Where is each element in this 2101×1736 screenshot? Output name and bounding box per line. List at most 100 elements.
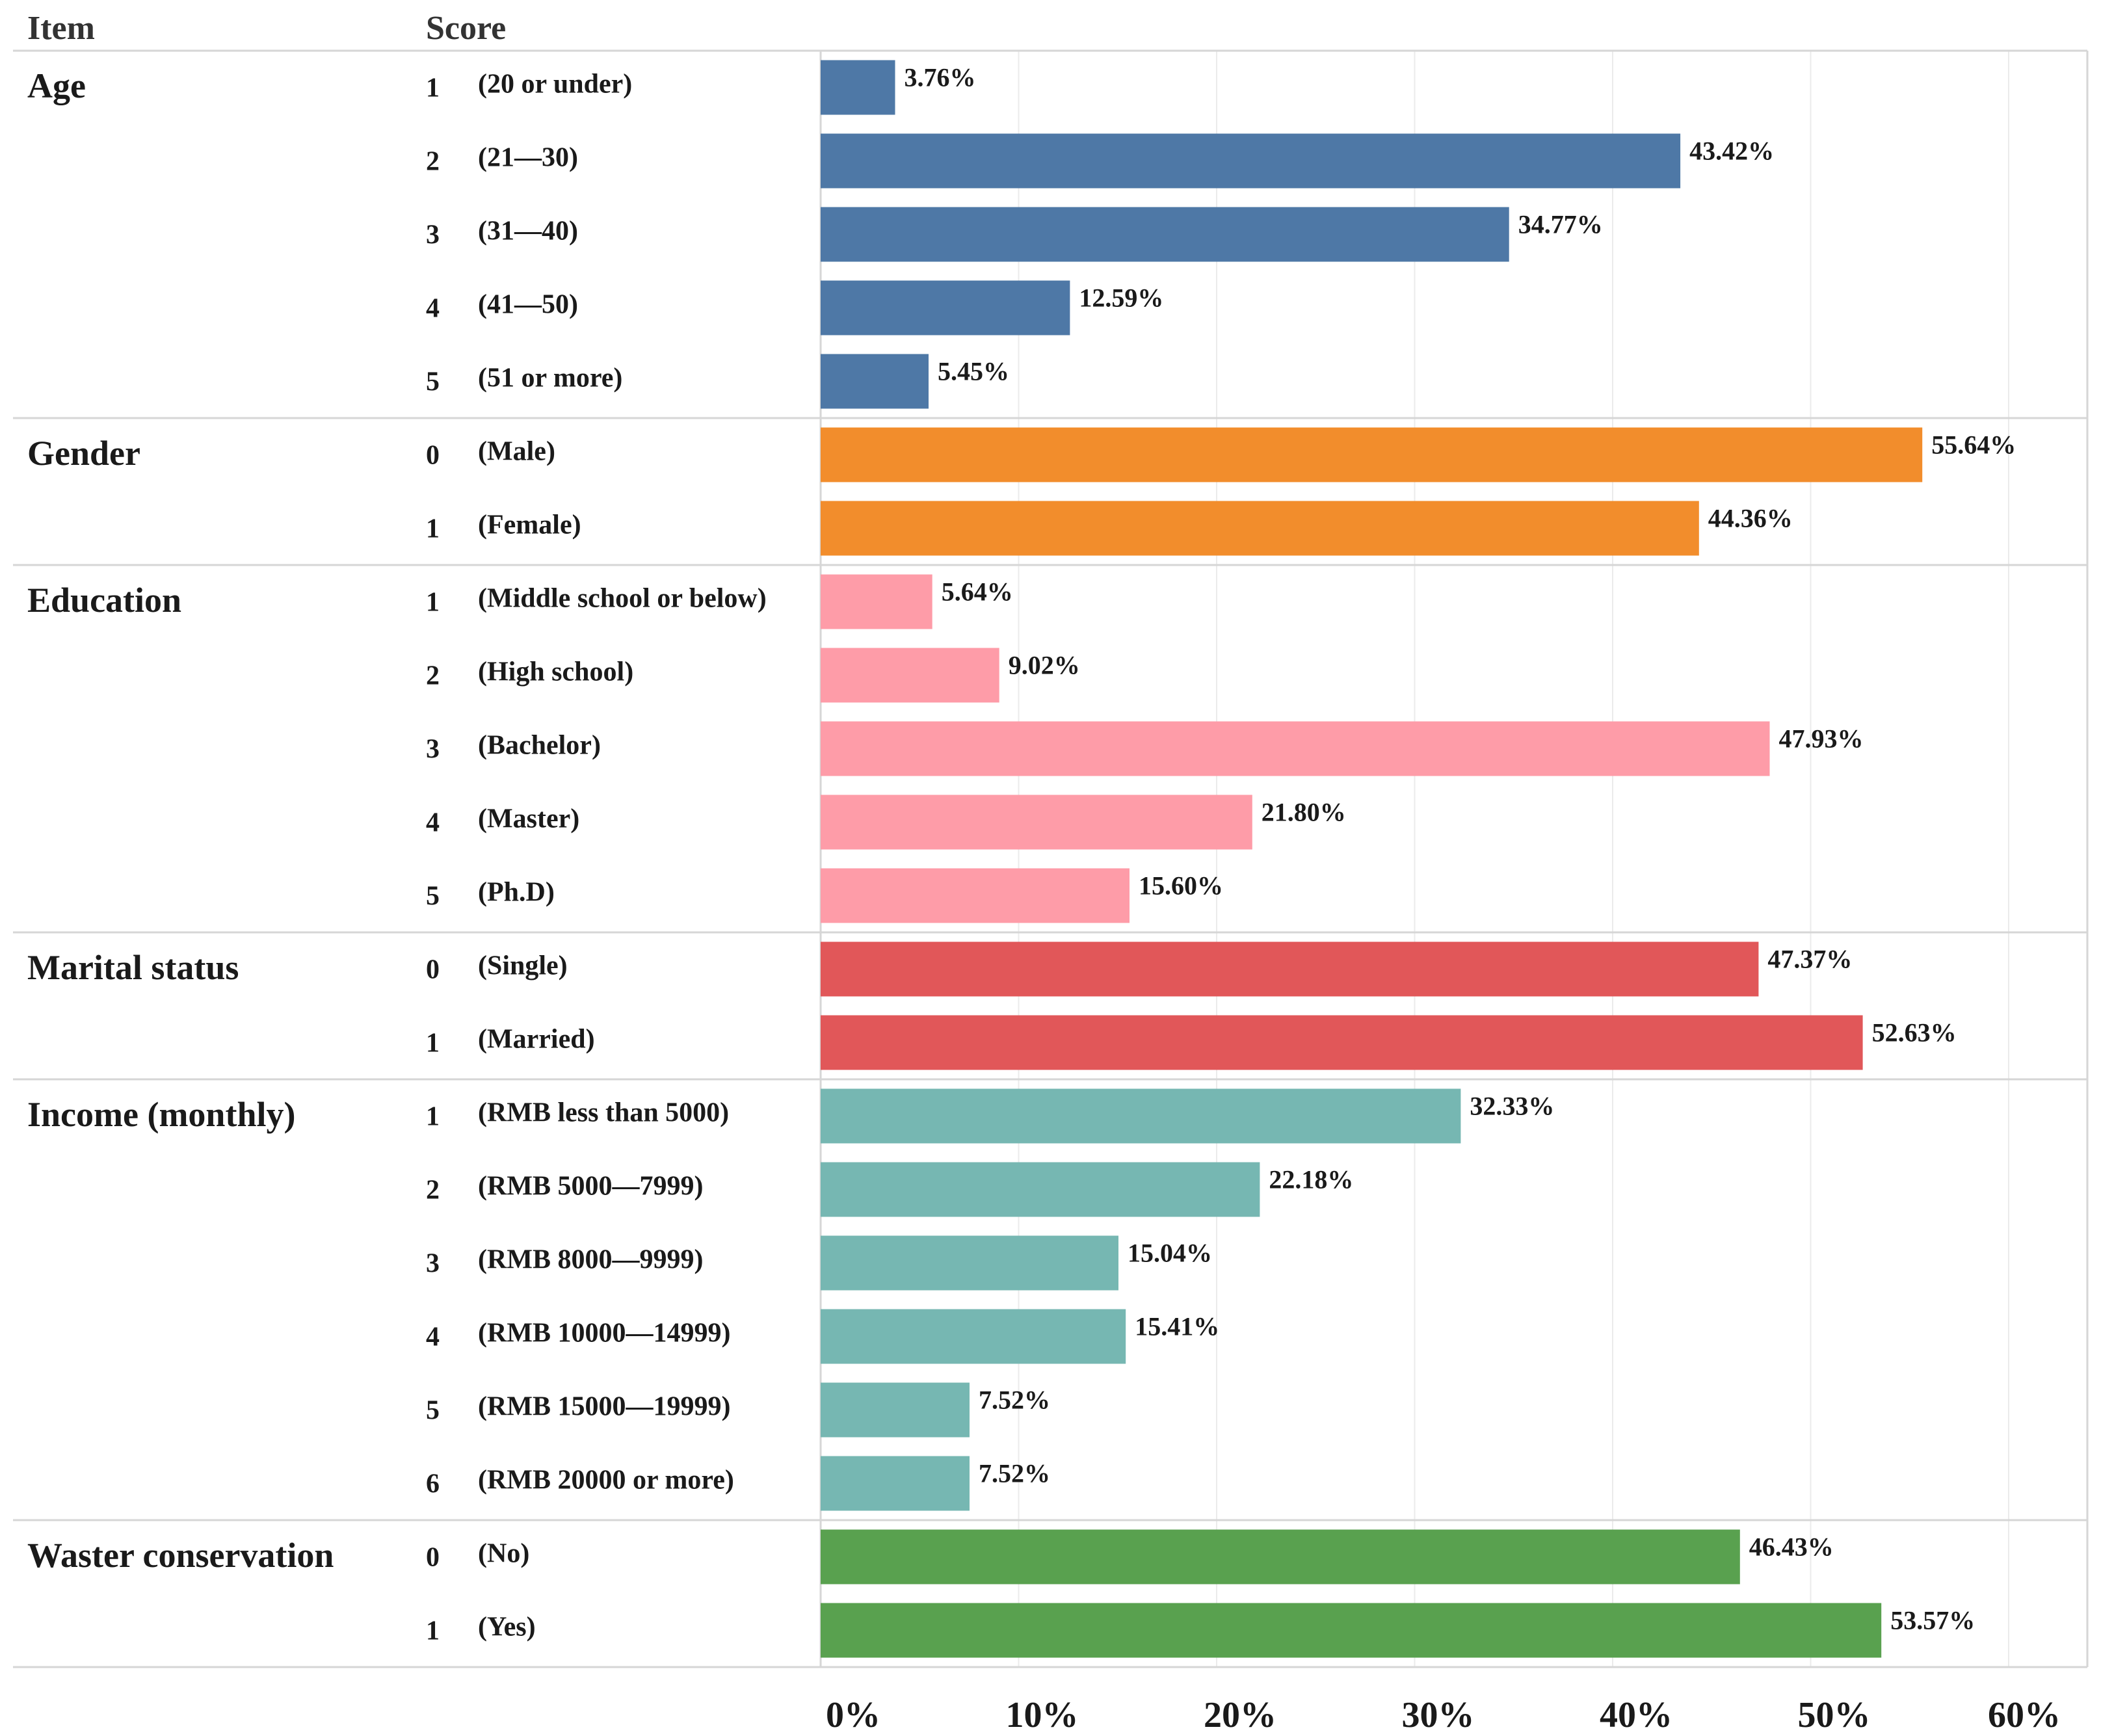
x-tick-label: 50% <box>1798 1695 1871 1735</box>
x-axis-ticks: 0% 10% 20% 30% 40% 50% 60% <box>826 1695 2061 1735</box>
data-label: 21.80% <box>1262 798 1346 827</box>
data-label: 7.52% <box>979 1459 1050 1488</box>
score-code: 3 <box>426 1249 440 1279</box>
data-label: 5.64% <box>942 577 1013 607</box>
bar <box>821 427 1923 482</box>
bar <box>821 648 999 703</box>
bar <box>821 868 1130 923</box>
score-description: (Male) <box>478 437 555 467</box>
data-label: 53.57% <box>1890 1606 1975 1635</box>
score-code: 1 <box>426 588 440 618</box>
score-code: 5 <box>426 367 440 397</box>
score-code: 5 <box>426 1396 440 1426</box>
data-label: 15.04% <box>1128 1239 1212 1268</box>
data-label: 3.76% <box>905 63 976 92</box>
score-description: (No) <box>478 1539 529 1569</box>
group-label: Gender <box>27 434 140 473</box>
score-description: (Single) <box>478 951 568 981</box>
data-label: 22.18% <box>1269 1165 1353 1194</box>
score-code: 2 <box>426 661 440 691</box>
score-code: 3 <box>426 735 440 765</box>
score-code: 3 <box>426 220 440 250</box>
score-code: 4 <box>426 808 440 838</box>
x-tick-label: 60% <box>1988 1695 2061 1735</box>
score-code: 0 <box>426 1543 440 1573</box>
score-description: (21—30) <box>478 143 578 173</box>
score-description: (Female) <box>478 510 581 540</box>
bar <box>821 1235 1118 1291</box>
bar <box>821 354 929 409</box>
score-description: (Master) <box>478 804 579 834</box>
score-code: 5 <box>426 882 440 912</box>
score-description: (RMB 5000—7999) <box>478 1172 703 1202</box>
bar <box>821 1382 970 1438</box>
score-description: (RMB 20000 or more) <box>478 1466 734 1495</box>
x-tick-label: 30% <box>1402 1695 1475 1735</box>
data-label: 5.45% <box>938 357 1009 386</box>
score-description: (20 or under) <box>478 70 632 99</box>
data-label: 52.63% <box>1872 1018 1957 1047</box>
group-label: Marital status <box>27 948 239 987</box>
data-label: 12.59% <box>1079 283 1163 313</box>
score-description: (51 or more) <box>478 363 622 393</box>
score-description: (High school) <box>478 657 633 687</box>
data-label: 7.52% <box>979 1386 1050 1415</box>
score-description: (Middle school or below) <box>478 584 767 614</box>
score-description: (31—40) <box>478 217 578 246</box>
column-header-item: Item <box>27 10 95 47</box>
bar <box>821 1015 1863 1070</box>
bar <box>821 1529 1740 1585</box>
score-code: 2 <box>426 147 440 177</box>
bar <box>821 280 1070 335</box>
bars <box>821 60 1923 1658</box>
bar <box>821 1088 1461 1144</box>
bar <box>821 574 932 629</box>
score-description: (RMB 8000—9999) <box>478 1245 703 1275</box>
x-tick-label: 10% <box>1006 1695 1079 1735</box>
score-description: (Bachelor) <box>478 731 601 761</box>
gridlines <box>1018 51 2009 1667</box>
score-code: 0 <box>426 441 440 471</box>
bar <box>821 133 1681 189</box>
bar <box>821 1603 1882 1658</box>
data-label: 44.36% <box>1708 504 1793 533</box>
x-tick-label: 0% <box>826 1695 880 1735</box>
bar <box>821 501 1699 556</box>
group-label: Age <box>27 66 86 105</box>
score-code: 4 <box>426 294 440 324</box>
score-code: 4 <box>426 1322 440 1352</box>
score-description: (RMB 15000—19999) <box>478 1392 730 1422</box>
data-label: 9.02% <box>1009 651 1080 680</box>
data-label: 47.37% <box>1767 945 1852 974</box>
group-label: Income (monthly) <box>27 1095 295 1134</box>
data-label: 46.43% <box>1749 1532 1834 1562</box>
score-description: (RMB less than 5000) <box>478 1098 729 1128</box>
score-code: 1 <box>426 1616 440 1646</box>
score-code: 1 <box>426 1102 440 1132</box>
bar <box>821 60 895 115</box>
bar <box>821 1309 1126 1364</box>
bar <box>821 795 1252 850</box>
group-label: Education <box>27 581 181 620</box>
score-description: (Ph.D) <box>478 878 555 908</box>
group-label: Waster conservation <box>27 1536 334 1575</box>
score-code: 1 <box>426 1029 440 1059</box>
score-code: 6 <box>426 1469 440 1499</box>
data-label: 15.41% <box>1135 1312 1219 1341</box>
data-label: 34.77% <box>1518 210 1603 239</box>
data-label: 15.60% <box>1139 871 1223 901</box>
score-description: (RMB 10000—14999) <box>478 1319 730 1348</box>
bar <box>821 1456 970 1511</box>
row-labels: 3.76% 1 (20 or under) 43.42% 2 (21—30) 34.77% 3… <box>27 63 2016 1646</box>
score-code: 1 <box>426 514 440 544</box>
bar <box>821 941 1759 997</box>
score-code: 2 <box>426 1176 440 1205</box>
data-label: 55.64% <box>1931 430 2016 460</box>
data-label: 32.33% <box>1470 1092 1554 1121</box>
bar <box>821 207 1509 262</box>
x-tick-label: 20% <box>1204 1695 1276 1735</box>
score-description: (Married) <box>478 1025 595 1055</box>
column-header-score: Score <box>426 10 506 47</box>
score-code: 0 <box>426 955 440 985</box>
